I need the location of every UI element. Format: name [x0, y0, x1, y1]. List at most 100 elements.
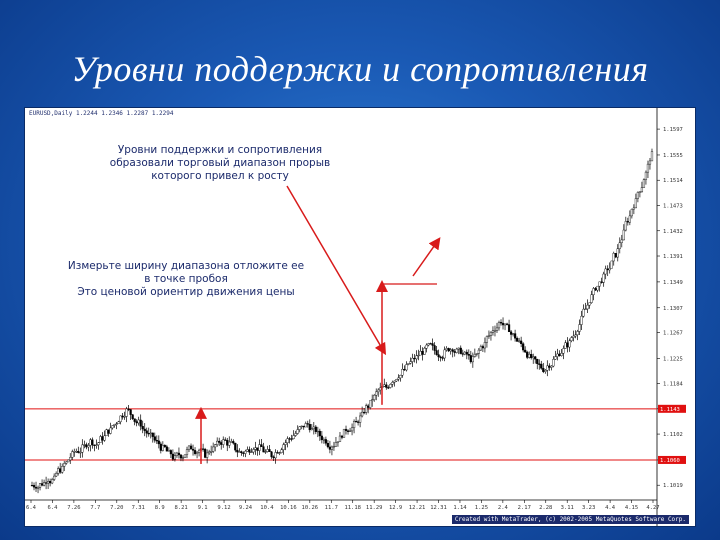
x-tick-label: 6.4 [26, 505, 37, 511]
candle-body [471, 356, 474, 363]
candle-body [634, 198, 637, 209]
candle-body [648, 160, 652, 165]
candle-body [230, 441, 233, 443]
candle-body [193, 450, 197, 454]
y-tick-label: 1.1597 [663, 127, 683, 133]
candle-body [373, 394, 376, 400]
x-tick-label: 10.16 [280, 505, 297, 511]
candle-body [147, 433, 150, 435]
candle-body [365, 405, 368, 413]
candle-body [604, 268, 607, 275]
candle-body [630, 208, 633, 217]
x-tick-label: 2.28 [539, 505, 552, 511]
candle-body [415, 355, 418, 360]
slide-title: Уровни поддержки и сопротивления [71, 49, 649, 89]
candle-body [61, 466, 64, 473]
candle-body [369, 400, 372, 408]
candle-body [71, 451, 74, 458]
candle-body [485, 336, 489, 343]
candle-body [610, 260, 613, 269]
candle-body [161, 445, 164, 451]
candle-body [342, 428, 346, 438]
candle-body [40, 483, 44, 486]
candle-body [536, 358, 539, 364]
candle-body [437, 354, 440, 358]
candle-body [248, 449, 251, 453]
candle-body [77, 451, 80, 453]
x-tick-label: 11.29 [366, 505, 383, 511]
candle-body [85, 444, 88, 448]
candle-body [320, 435, 323, 441]
candle-body [497, 322, 501, 329]
candle-body [463, 351, 466, 355]
candle-body [606, 268, 609, 271]
candle-body [99, 436, 102, 443]
candle-body [254, 447, 257, 450]
candle-body [344, 428, 348, 431]
candle-body [350, 427, 354, 432]
candle-body [121, 415, 124, 418]
candle-body [107, 429, 110, 434]
candle-body [445, 348, 448, 351]
y-tick-label: 1.1307 [663, 306, 683, 312]
x-tick-label: 10.4 [260, 505, 274, 511]
candle-body [375, 391, 378, 396]
candle-body [628, 215, 631, 223]
candle-body [586, 304, 589, 310]
x-tick-label: 7.20 [110, 505, 123, 511]
candle-body [93, 444, 96, 446]
candle-body [421, 351, 424, 355]
candle-body [592, 288, 595, 295]
candle-body [123, 416, 126, 418]
candle-body [326, 443, 330, 448]
candle-body [600, 281, 603, 283]
candle-body [191, 448, 195, 451]
candle-body [208, 451, 211, 454]
candle-body [371, 399, 374, 401]
candle-body [612, 253, 615, 262]
candle-body [501, 322, 505, 326]
candle-body [115, 423, 118, 425]
candle-body [47, 481, 50, 484]
candle-body [258, 444, 261, 451]
annotation-range: Уровни поддержки и сопротивления образов… [85, 144, 355, 183]
candle-body [109, 427, 112, 434]
candle-body [431, 343, 434, 346]
candle-body [622, 229, 625, 241]
candle-body [644, 171, 648, 180]
candle-body [395, 379, 398, 382]
candle-body [292, 435, 295, 439]
x-tick-label: 12.21 [409, 505, 426, 511]
candle-body [89, 439, 92, 446]
candle-body [83, 444, 86, 446]
candle-body [570, 337, 573, 342]
candle-body [244, 450, 247, 454]
candle-body [487, 335, 491, 337]
candle-body [632, 207, 635, 210]
candle-body [308, 424, 311, 431]
candle-body [282, 444, 285, 450]
candle-body [165, 446, 168, 452]
candle-body [544, 369, 547, 372]
candle-body [572, 335, 575, 338]
x-tick-label: 9.24 [239, 505, 253, 511]
x-tick-label: 12.9 [389, 505, 402, 511]
candle-body [135, 421, 138, 424]
resistance-label: 1.1143 [660, 407, 680, 413]
x-tick-label: 7.26 [67, 505, 80, 511]
candle-body [451, 349, 454, 352]
candle-body [145, 430, 148, 434]
candle-body [584, 308, 587, 310]
candle-body [149, 432, 152, 434]
candle-body [105, 429, 108, 437]
trend-continuation-arrow [412, 237, 441, 277]
candle-body [626, 221, 629, 223]
candle-body [534, 356, 537, 360]
candle-body [636, 192, 639, 199]
candle-body [433, 345, 436, 351]
x-tick-label: 6.4 [47, 505, 58, 511]
candle-body [638, 191, 642, 193]
candle-body [262, 446, 265, 453]
candle-body [538, 363, 541, 365]
candle-body [206, 452, 209, 458]
